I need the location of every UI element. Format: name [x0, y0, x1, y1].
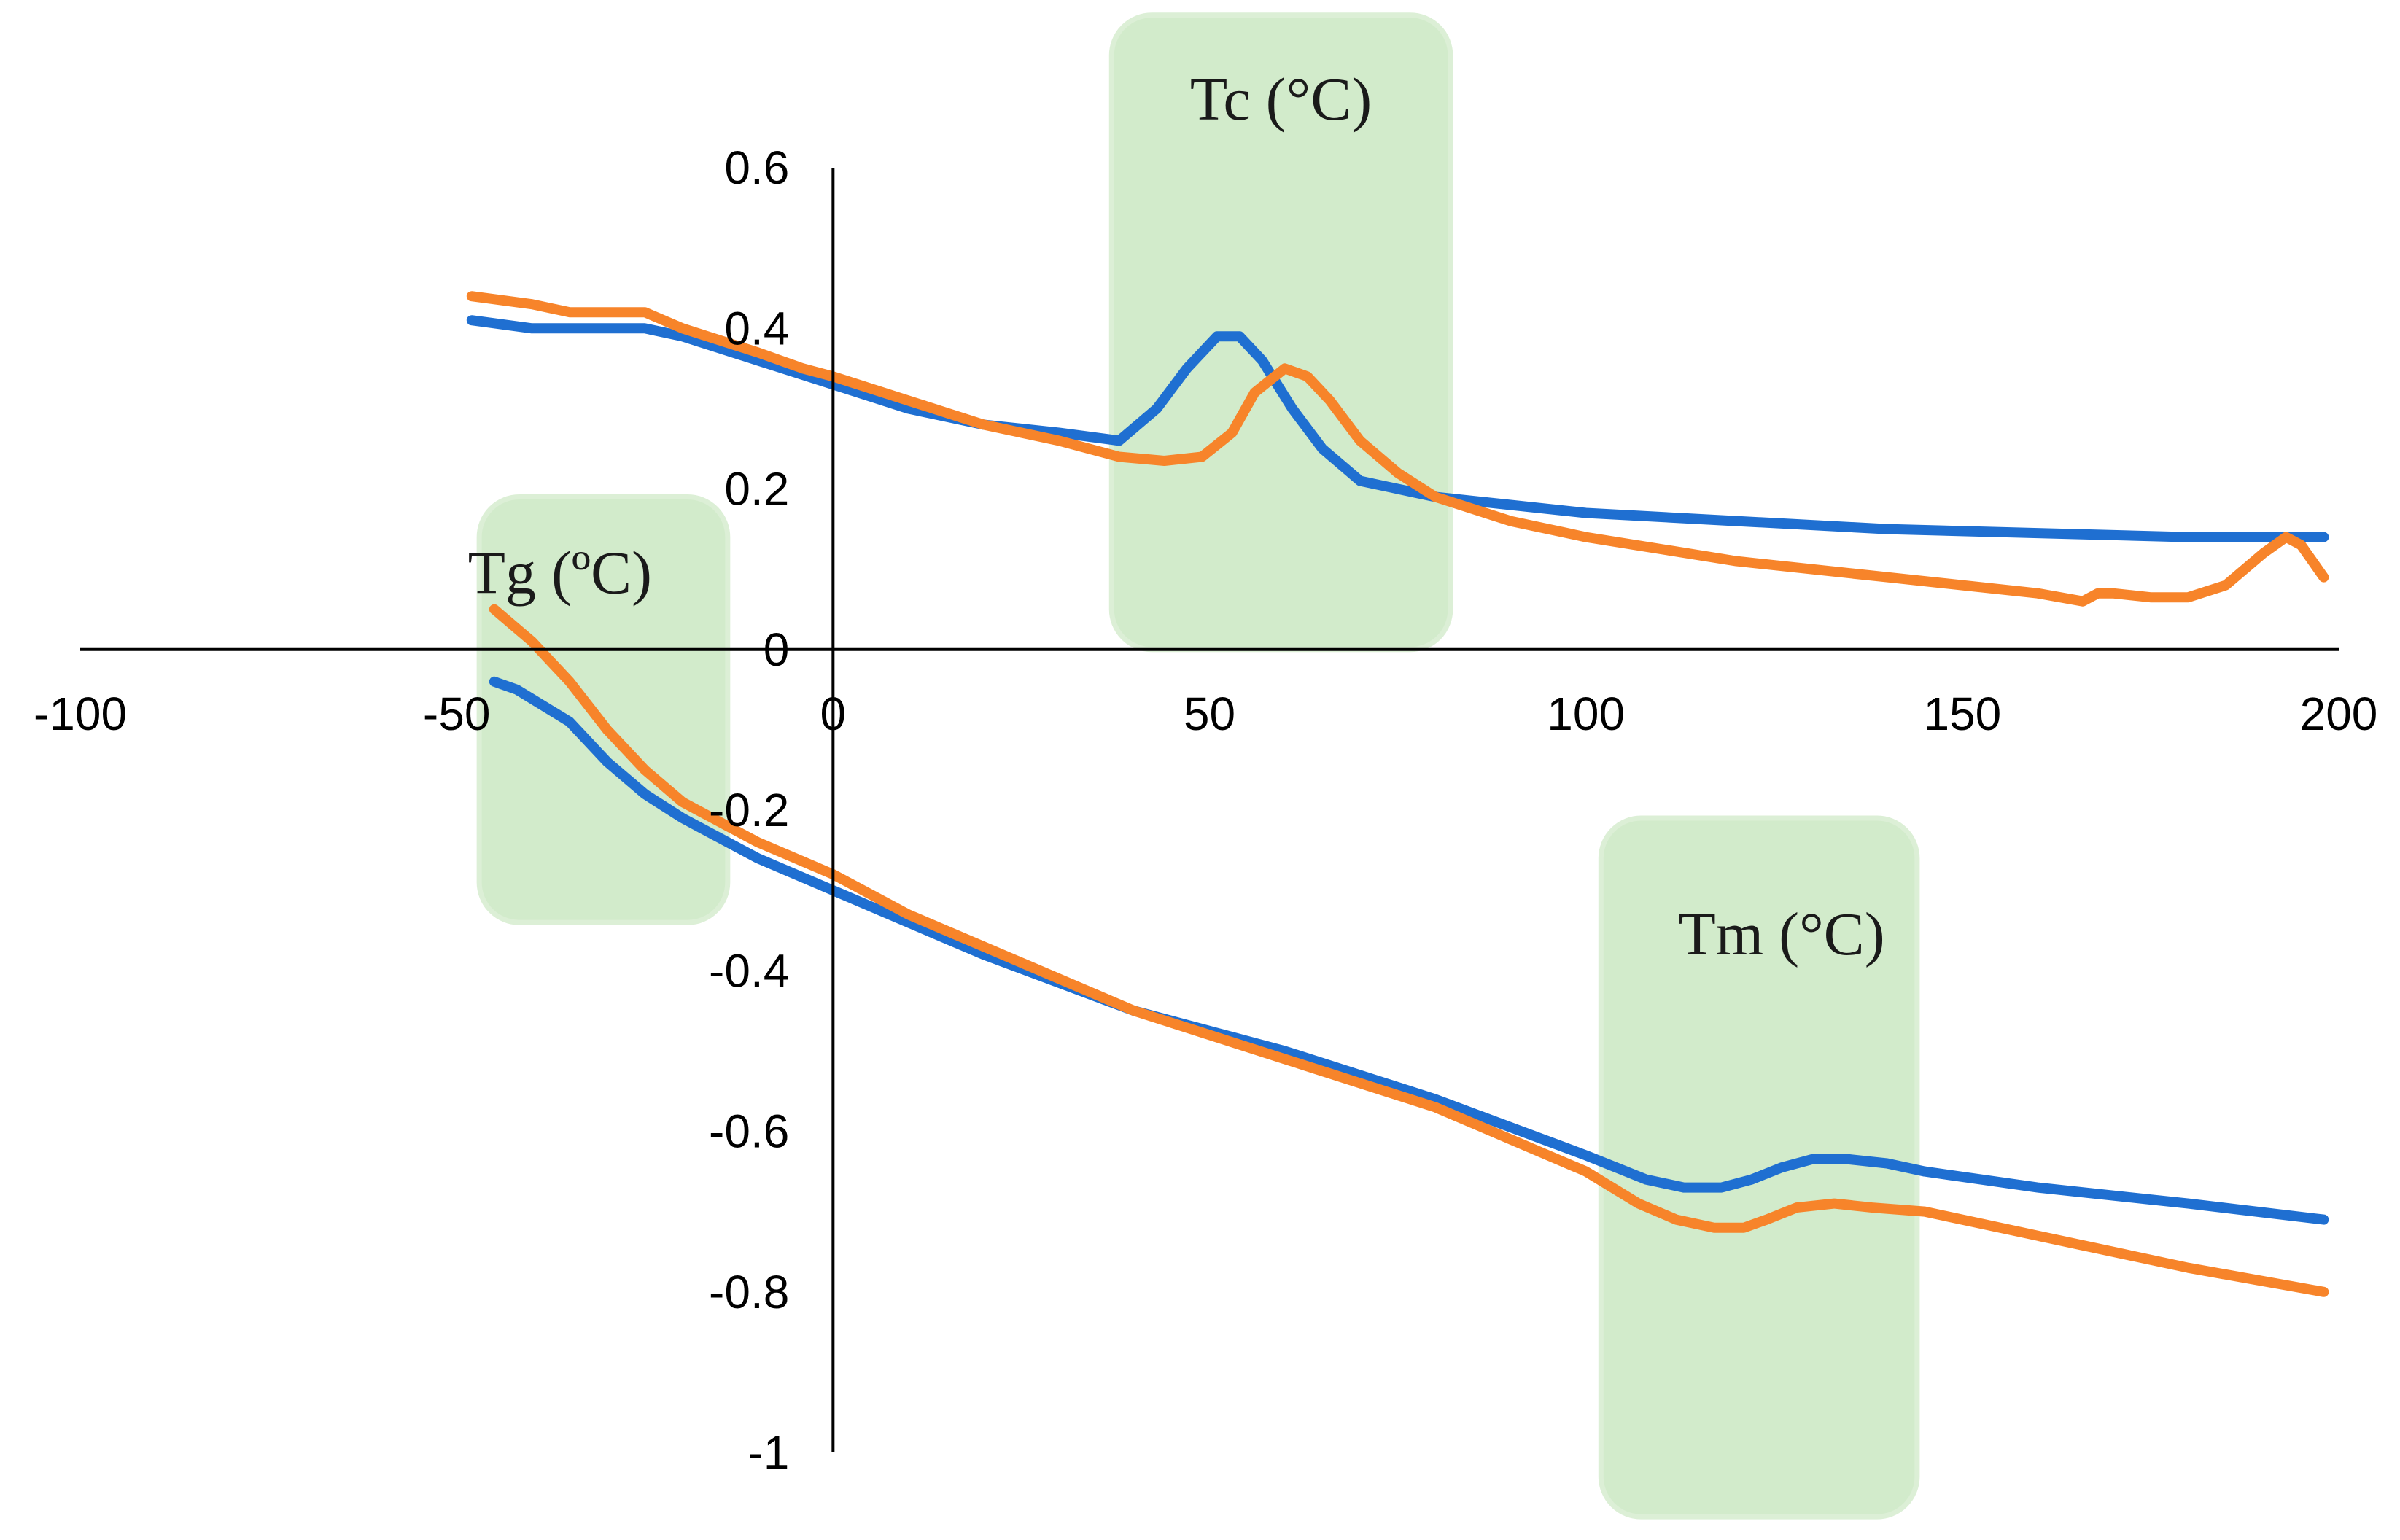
x-tick-label: 50 [1184, 688, 1235, 740]
x-tick-label: 100 [1547, 688, 1625, 740]
y-tick-label: 0 [764, 623, 790, 676]
x-tick-label: -100 [34, 688, 127, 740]
x-tick-label: 150 [1923, 688, 2001, 740]
y-tick-label: -0.6 [709, 1105, 789, 1158]
region-label-tg: Tg (ºC) [468, 540, 652, 607]
series-line-4-lower: Series 2 (lower) [489, 604, 2329, 1297]
y-tick-label: -0.2 [709, 784, 789, 836]
y-tick-label: -1 [747, 1426, 789, 1479]
series-line-2-upper: Series 2 (upper) [466, 291, 2329, 607]
region-box-tg [476, 494, 731, 925]
y-tick-label: 0.6 [724, 141, 789, 194]
y-tick-label: -0.8 [709, 1266, 789, 1318]
axes [80, 168, 2339, 1452]
series-line-1-upper: Series 1 (upper) [466, 315, 2329, 542]
x-tick-label: -50 [423, 688, 491, 740]
tick-labels: -100 -50 0 50 100 150 200 0.6 0.4 0.2 0 -0.2 -0.4 -0.… [34, 141, 2377, 1479]
region-label-tm: Tm (°C) [1678, 901, 1884, 968]
series-line-3-lower: Series 1 (lower) [489, 676, 2329, 1225]
region-labels: Tg (ºC) Tc (°C) Tm (°C) [468, 66, 1885, 968]
x-tick-label: 200 [2300, 688, 2378, 740]
y-tick-label: 0.4 [724, 302, 789, 354]
y-tick-label: 0.2 [724, 463, 789, 516]
transition-regions [476, 12, 1920, 1520]
y-tick-label: -0.4 [709, 944, 789, 997]
region-label-tc: Tc (°C) [1190, 66, 1372, 133]
x-tick-label: 0 [820, 688, 847, 740]
series-lines: Series 1 (upper)Series 2 (upper) Series 1… [466, 291, 2329, 1297]
